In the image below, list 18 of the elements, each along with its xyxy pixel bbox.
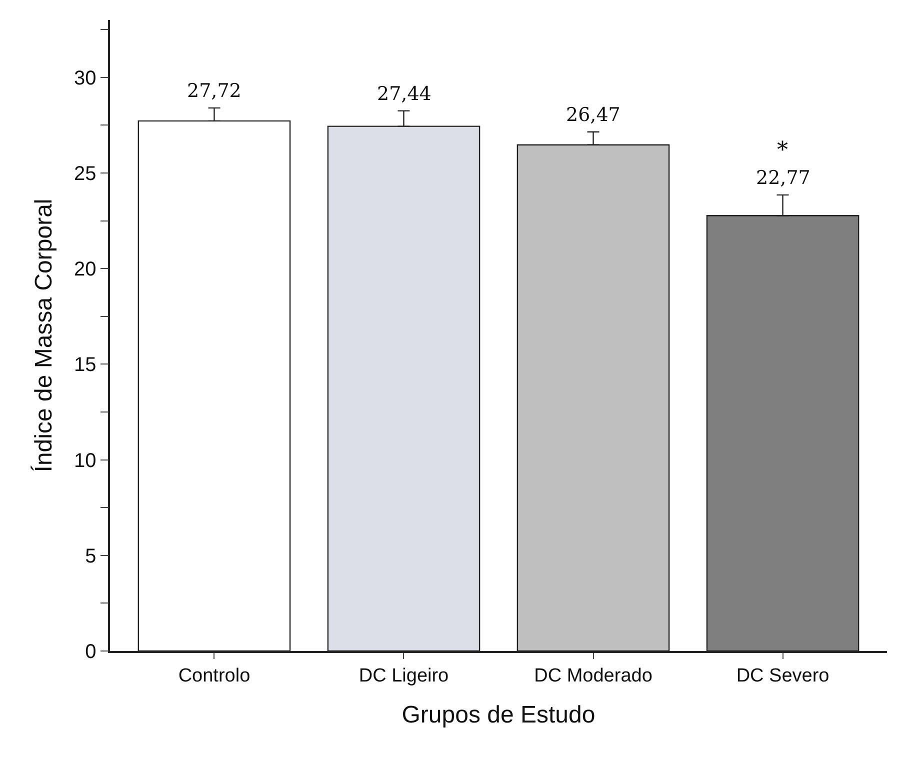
annotation: * xyxy=(777,138,788,163)
y-tick-label: 15 xyxy=(74,354,96,376)
y-tick-label: 0 xyxy=(85,641,96,663)
y-tick-label: 10 xyxy=(74,450,96,472)
data-label: 26,47 xyxy=(566,104,620,126)
data-label: 27,72 xyxy=(187,80,242,102)
x-tick-label: DC Moderado xyxy=(534,666,652,687)
x-axis-title: Grupos de Estudo xyxy=(402,701,596,728)
data-label: 27,44 xyxy=(377,83,432,105)
y-tick-label: 25 xyxy=(74,162,96,185)
y-tick-label: 5 xyxy=(85,545,96,568)
x-tick-label: DC Severo xyxy=(736,666,830,687)
x-tick-label: Controlo xyxy=(178,666,250,687)
data-label: 22,77 xyxy=(756,167,810,189)
y-tick-label: 20 xyxy=(74,258,96,281)
x-tick-label: DC Ligeiro xyxy=(358,666,449,687)
y-tick-label: 30 xyxy=(74,67,96,90)
y-axis-title: Índice de Massa Corporal xyxy=(30,198,58,472)
